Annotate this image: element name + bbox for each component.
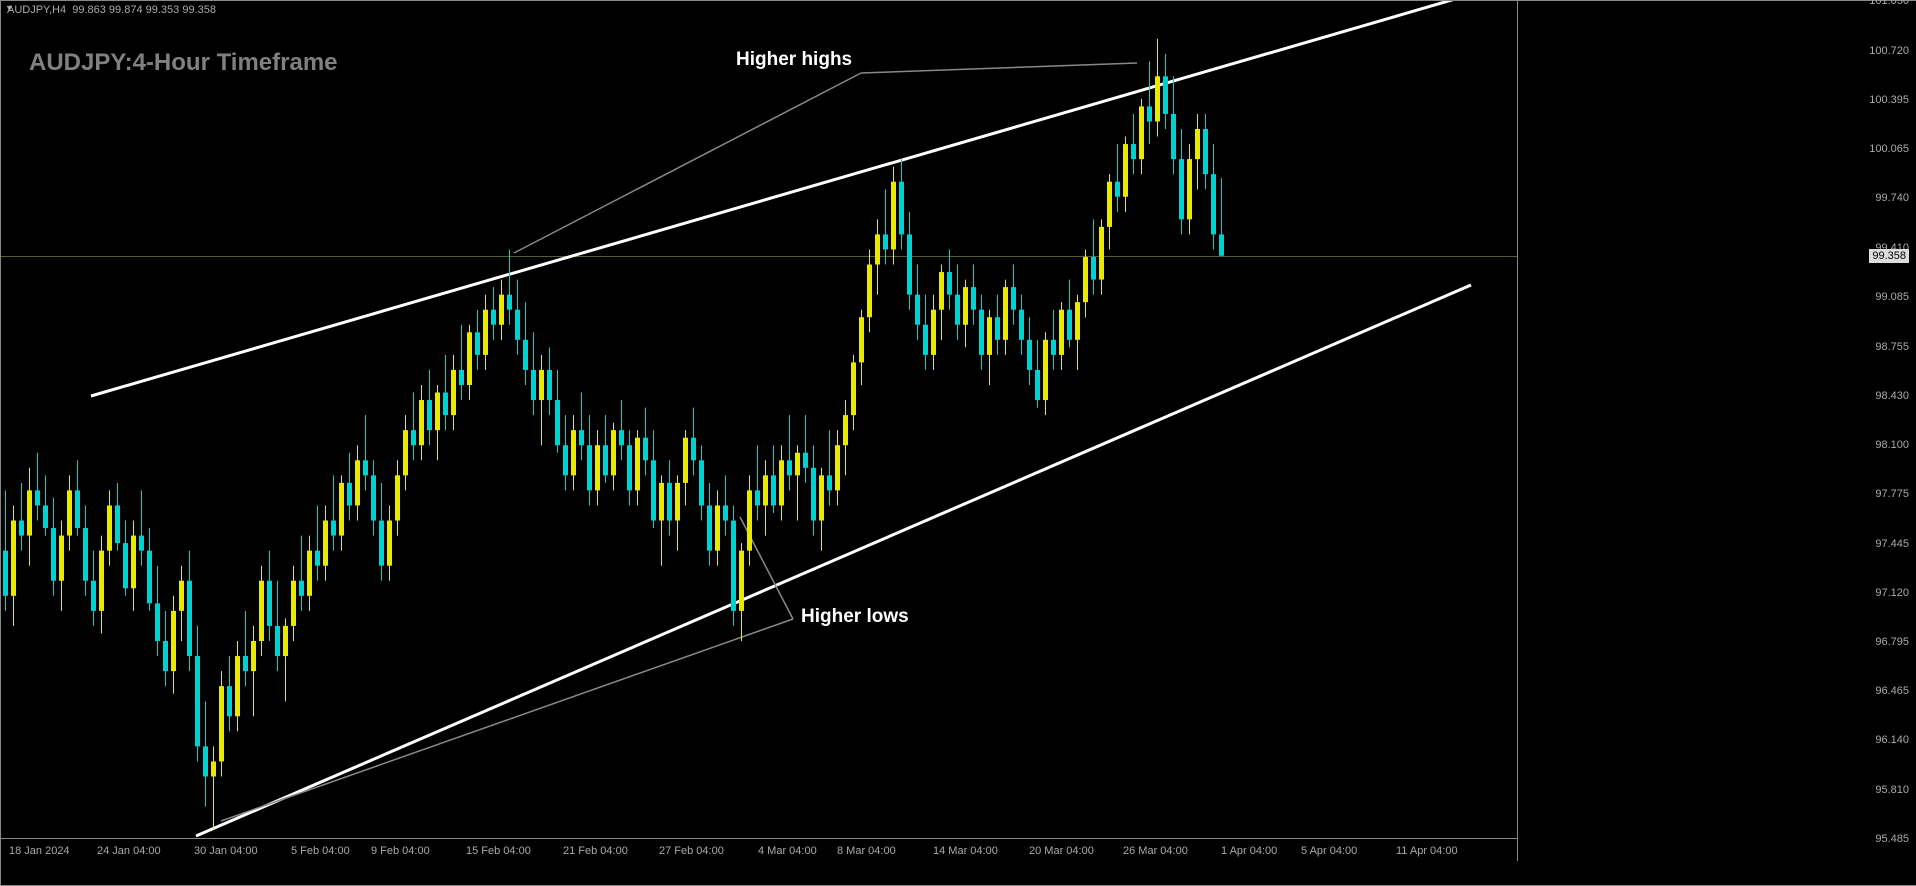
y-tick: 101.050 xyxy=(1869,0,1909,7)
current-price-tag: 99.358 xyxy=(1869,249,1909,263)
x-tick: 15 Feb 04:00 xyxy=(466,845,531,857)
chart-plot-area[interactable]: ▼ AUDJPY,H4 99.863 99.874 99.353 99.358 … xyxy=(1,1,1518,861)
y-tick: 98.430 xyxy=(1875,390,1909,402)
candlestick-layer xyxy=(1,1,1517,861)
x-tick: 1 Apr 04:00 xyxy=(1221,845,1277,857)
x-axis: 18 Jan 2024 24 Jan 04:00 30 Jan 04:00 5 Feb… xyxy=(1,838,1517,861)
y-tick: 100.720 xyxy=(1869,45,1909,57)
x-tick: 14 Mar 04:00 xyxy=(933,845,998,857)
x-tick: 27 Feb 04:00 xyxy=(659,845,724,857)
x-tick: 5 Feb 04:00 xyxy=(291,845,350,857)
x-tick: 21 Feb 04:00 xyxy=(563,845,628,857)
x-tick: 9 Feb 04:00 xyxy=(371,845,430,857)
y-tick: 99.085 xyxy=(1875,291,1909,303)
y-tick: 100.065 xyxy=(1869,143,1909,155)
annotation-label: Higher highs xyxy=(736,49,852,71)
ohlc-values: 99.863 99.874 99.353 99.358 xyxy=(72,4,216,16)
x-tick: 24 Jan 04:00 xyxy=(97,845,161,857)
y-tick: 95.485 xyxy=(1875,833,1909,845)
y-tick: 97.120 xyxy=(1875,587,1909,599)
symbol-ohlc-readout: AUDJPY,H4 99.863 99.874 99.353 99.358 xyxy=(7,4,216,16)
y-tick: 96.795 xyxy=(1875,636,1909,648)
y-tick: 96.140 xyxy=(1875,734,1909,746)
trendline-layer xyxy=(1,1,1517,861)
y-tick: 97.775 xyxy=(1875,488,1909,500)
y-tick: 99.740 xyxy=(1875,192,1909,204)
x-tick: 8 Mar 04:00 xyxy=(837,845,896,857)
chart-title: AUDJPY:4-Hour Timeframe xyxy=(29,49,338,77)
y-tick: 96.465 xyxy=(1875,685,1909,697)
x-tick: 18 Jan 2024 xyxy=(9,845,70,857)
y-tick: 98.100 xyxy=(1875,439,1909,451)
y-tick: 95.810 xyxy=(1875,784,1909,796)
y-tick: 98.755 xyxy=(1875,341,1909,353)
annotation-label: Higher lows xyxy=(801,606,909,628)
x-tick: 20 Mar 04:00 xyxy=(1029,845,1094,857)
x-tick: 26 Mar 04:00 xyxy=(1123,845,1188,857)
y-axis: 101.050100.720100.395100.06599.74099.410… xyxy=(1857,1,1916,861)
x-tick: 4 Mar 04:00 xyxy=(758,845,817,857)
chart-container: ▼ AUDJPY,H4 99.863 99.874 99.353 99.358 … xyxy=(0,0,1916,886)
y-tick: 97.445 xyxy=(1875,538,1909,550)
y-tick: 100.395 xyxy=(1869,94,1909,106)
current-price-line xyxy=(1,256,1517,257)
x-tick: 30 Jan 04:00 xyxy=(194,845,258,857)
x-tick: 11 Apr 04:00 xyxy=(1396,845,1458,857)
symbol-label: AUDJPY,H4 xyxy=(7,4,66,16)
x-tick: 5 Apr 04:00 xyxy=(1301,845,1357,857)
